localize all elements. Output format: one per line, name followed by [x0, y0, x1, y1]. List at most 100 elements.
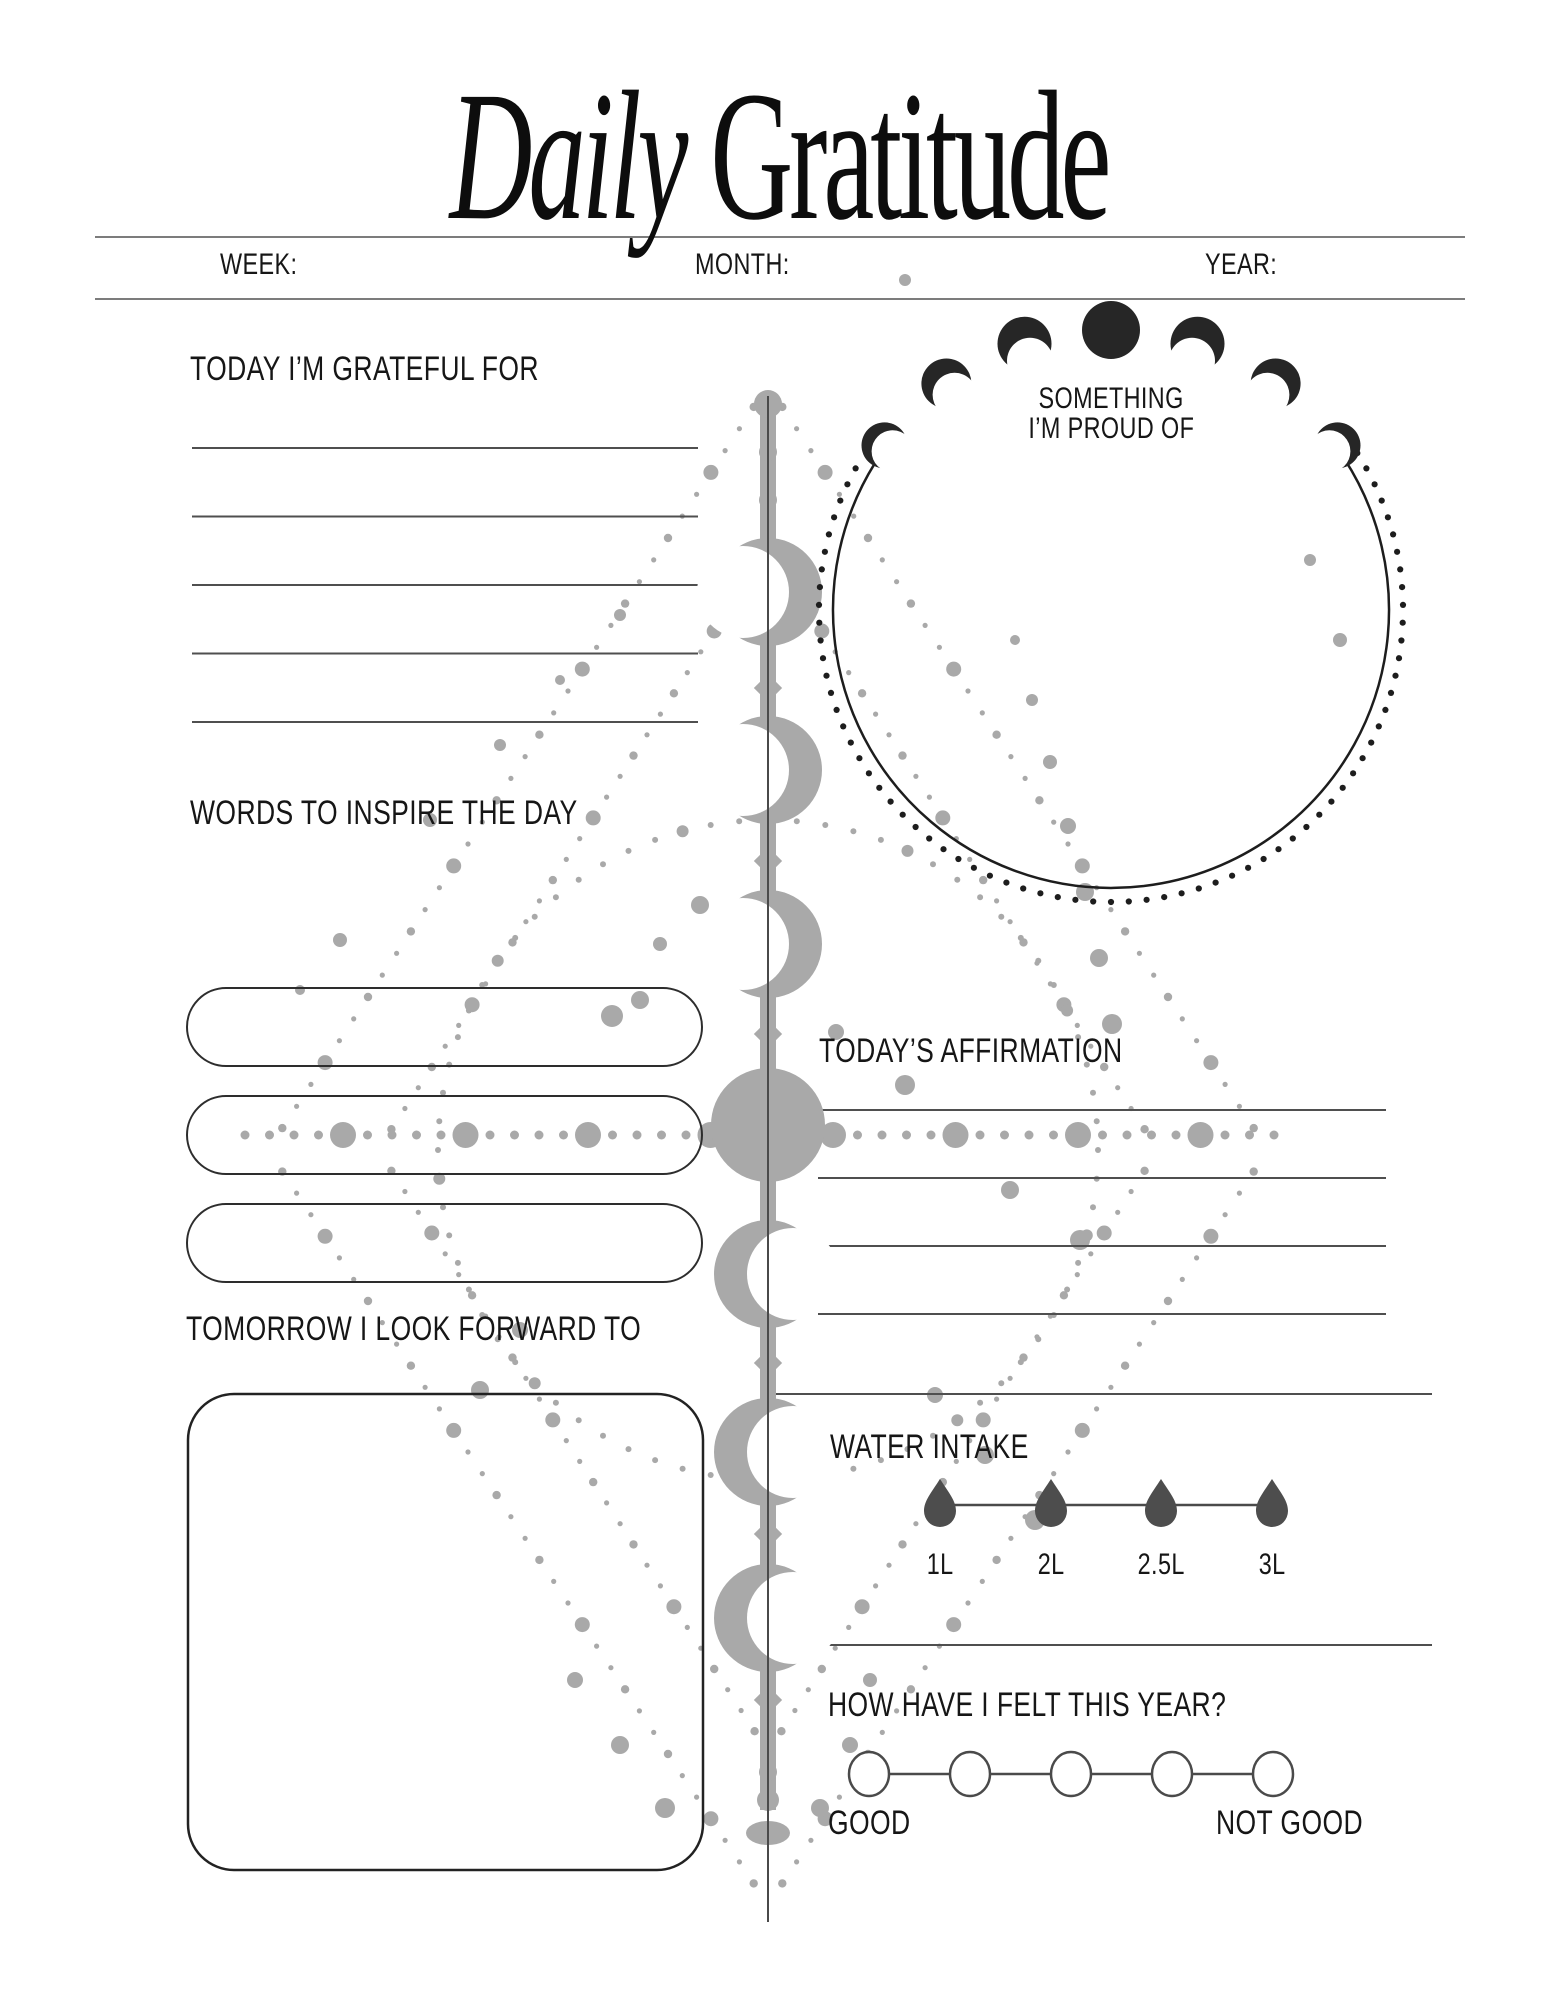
ornament-dot: [1140, 1166, 1149, 1176]
dotted-diamond-ornament: [240, 274, 1347, 1888]
ornament-dot: [528, 1377, 541, 1390]
ornament-dot: [456, 1022, 462, 1028]
ornament-dot: [625, 847, 632, 854]
felt-scale-circle[interactable]: [1251, 1750, 1295, 1798]
ornament-dot: [922, 622, 928, 629]
ornament-dot: [1008, 754, 1014, 760]
water-drop-icon[interactable]: [924, 1479, 956, 1527]
ornament-dot: [1098, 1130, 1107, 1140]
ornament-dot: [805, 1687, 811, 1693]
ornament-dot: [240, 1130, 250, 1140]
ornament-dot: [698, 649, 704, 655]
affirmation-section-label: TODAY’S AFFIRMATION: [819, 1032, 1123, 1070]
ornament-dot: [406, 1361, 416, 1370]
ornament-dot: [657, 1130, 666, 1140]
week-field[interactable]: [330, 250, 660, 280]
ornament-dot: [446, 858, 462, 874]
ornament-dot: [691, 896, 709, 914]
ornament-dot: [552, 1399, 559, 1406]
ornament-dot: [512, 934, 519, 941]
ornament-dot: [694, 1794, 700, 1800]
proud-dotted-circle-dot: [1316, 811, 1323, 818]
ornament-dot: [424, 1225, 440, 1241]
ornament-dot: [617, 773, 623, 779]
arc-moon-cutout: [871, 430, 914, 473]
ornament-dot: [440, 1204, 446, 1211]
ornament-dot: [465, 1449, 471, 1455]
ornament-dot: [604, 794, 610, 800]
ornament-dot: [387, 1130, 397, 1140]
proud-dotted-circle-dot: [955, 855, 962, 863]
ornament-dot: [510, 1130, 519, 1140]
ornament-dot: [535, 730, 544, 739]
proud-dotted-circle-dot: [821, 548, 829, 555]
ornament-dot: [614, 609, 626, 621]
ornament-dot: [1051, 1471, 1057, 1477]
ornament-dot: [1008, 1535, 1014, 1541]
ornament-dot: [655, 1798, 675, 1818]
felt-good-label: GOOD: [828, 1804, 911, 1842]
ornament-dot: [446, 1422, 462, 1438]
water-level-label: 1L: [926, 1548, 954, 1581]
proud-dotted-circle-dot: [827, 689, 835, 697]
ornament-dot: [467, 1291, 477, 1300]
proud-dotted-circle-dot: [1125, 898, 1132, 905]
proud-dotted-circle-dot: [1037, 890, 1044, 897]
ornament-dot: [913, 773, 919, 779]
ornament-dot: [846, 1624, 852, 1630]
water-drop-icon[interactable]: [1145, 1479, 1177, 1527]
ornament-dot: [792, 1707, 798, 1714]
ornament-dot: [1096, 1225, 1112, 1241]
proud-dotted-circle-dot: [840, 723, 847, 730]
water-drop-icon[interactable]: [1256, 1479, 1288, 1527]
felt-section-label: HOW HAVE I FELT THIS YEAR?: [828, 1686, 1227, 1724]
ornament-dot: [601, 1005, 623, 1027]
ornament-dot: [722, 448, 728, 454]
ornament-dot: [820, 1122, 846, 1148]
ornament-dot: [1147, 1130, 1156, 1140]
ornament-dot: [657, 711, 664, 717]
felt-scale-circle[interactable]: [948, 1750, 992, 1798]
proud-dotted-circle-dot: [1363, 465, 1370, 472]
water-drop-icon[interactable]: [1035, 1479, 1067, 1527]
ornament-dot: [1304, 554, 1316, 566]
ornament-dot: [998, 913, 1005, 920]
inspire-pill-field[interactable]: [186, 1203, 703, 1283]
year-field[interactable]: [1315, 250, 1515, 280]
ornament-dot: [1059, 1291, 1069, 1300]
ornament-dot: [1179, 1016, 1185, 1022]
ornament-dot: [873, 1583, 879, 1589]
felt-scale-circle[interactable]: [847, 1750, 891, 1798]
ornament-dot: [653, 937, 667, 951]
proud-dotted-circle-dot: [1161, 894, 1168, 901]
ornament-dot: [836, 1794, 843, 1800]
ornament-dot: [936, 644, 943, 650]
ornament-dot: [575, 1122, 601, 1148]
ornament-dot: [336, 1255, 342, 1261]
proud-dotted-circle-dot: [1275, 846, 1282, 853]
ornament-dot: [1115, 1085, 1121, 1091]
ornament-dot: [814, 623, 830, 639]
ornament-dot: [832, 1645, 838, 1651]
ornament-dot: [793, 818, 800, 825]
inspire-pill-field[interactable]: [186, 1095, 703, 1175]
felt-scale-circle[interactable]: [1150, 1750, 1194, 1798]
ornament-dot: [512, 1322, 528, 1338]
tomorrow-box-field[interactable]: [186, 1392, 705, 1872]
ornament-dot: [651, 557, 657, 563]
proud-circle-field[interactable]: [831, 457, 1391, 890]
ornament-dot: [534, 1130, 544, 1140]
ornament-dot: [953, 1458, 959, 1464]
month-field[interactable]: [815, 250, 1145, 280]
ornament-dot: [1100, 1062, 1109, 1072]
felt-scale-circle[interactable]: [1049, 1750, 1093, 1798]
ornament-dot: [894, 579, 900, 585]
inspire-pill-field[interactable]: [186, 987, 703, 1067]
ornament-dot: [594, 644, 600, 650]
ornament-dot: [565, 1600, 571, 1606]
proud-dotted-circle-dot: [852, 465, 859, 472]
ornament-dot: [817, 464, 833, 480]
ornament-dot: [877, 836, 884, 843]
ornament-dot: [965, 688, 971, 694]
